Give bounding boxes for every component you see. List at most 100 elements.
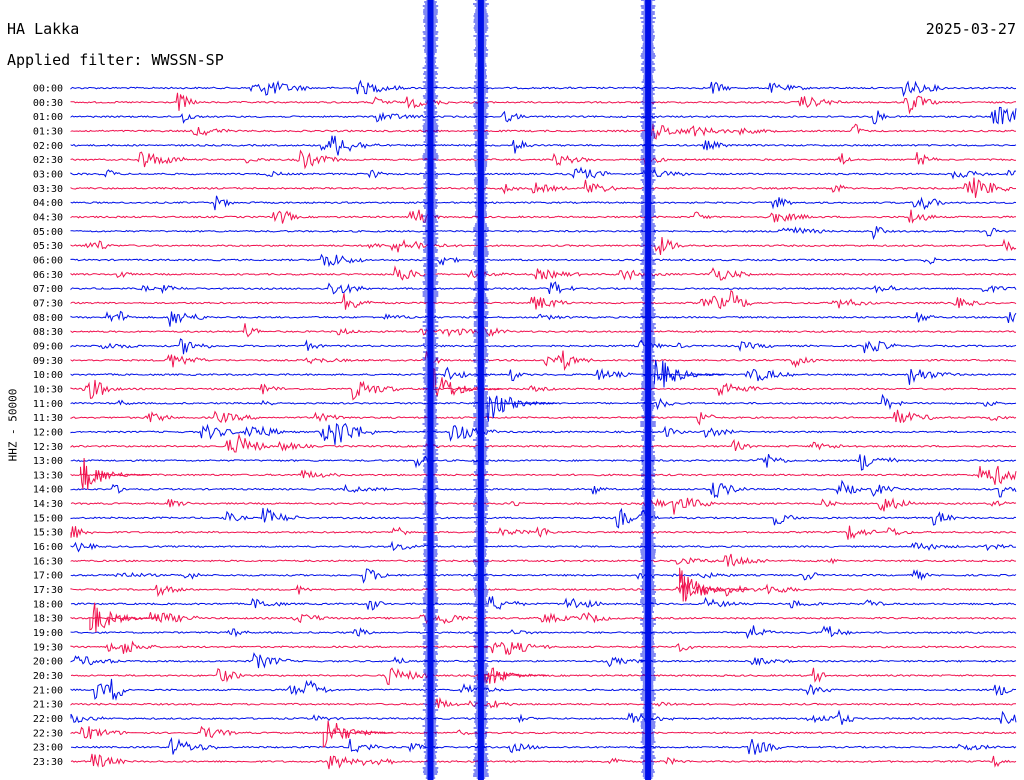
trace-row (70, 135, 1017, 156)
tick-label: 17:00 (33, 571, 63, 582)
filter-label: Applied filter: WWSSN-SP (7, 51, 224, 69)
trace-row (70, 479, 1017, 499)
large-event-edges (640, 0, 656, 779)
trace-row (70, 465, 1017, 485)
trace-row (70, 725, 1017, 739)
trace-row (70, 149, 1017, 170)
tick-label: 12:30 (33, 442, 63, 453)
tick-label: 11:00 (33, 399, 63, 410)
tick-label: 19:00 (33, 628, 63, 639)
trace-row (70, 79, 1017, 98)
tick-label: 05:30 (33, 241, 63, 252)
trace-row (70, 652, 1017, 669)
trace-row (70, 289, 1017, 310)
tick-label: 20:30 (33, 671, 63, 682)
tick-label: 01:30 (33, 126, 63, 137)
trace-row (70, 579, 1017, 598)
trace-row (70, 507, 1017, 529)
trace-row (70, 553, 1016, 567)
trace-row (70, 753, 1017, 770)
date-label: 2025-03-27 (925, 20, 1016, 38)
trace-row (70, 281, 1017, 295)
tick-label: 22:00 (33, 714, 63, 725)
tick-label: 11:30 (33, 413, 63, 424)
trace-row (70, 253, 1017, 268)
event-burst (79, 457, 151, 490)
tick-label: 07:00 (33, 284, 63, 295)
trace-row (70, 177, 1017, 198)
event-group (79, 0, 750, 780)
trace-row (70, 123, 1016, 140)
tick-label: 03:30 (33, 184, 63, 195)
trace-row (71, 737, 1017, 755)
trace-row (70, 92, 1016, 115)
trace-row (70, 323, 1016, 338)
tick-label: 09:30 (33, 356, 63, 367)
tick-label: 10:00 (33, 370, 63, 381)
tick-label: 12:00 (33, 427, 63, 438)
trace-row (70, 393, 1017, 411)
tick-label: 16:00 (33, 542, 63, 553)
trace-row (70, 310, 1017, 327)
event-burst (322, 720, 393, 748)
trace-row (70, 350, 1017, 371)
tick-label-group: 00:00 00:30 01:00 01:30 02:00 02:30 03:00 03:30… (33, 84, 63, 769)
tick-label: 02:00 (33, 141, 63, 152)
tick-label: 14:00 (33, 485, 63, 496)
trace-row (70, 678, 1017, 701)
trace-row (70, 237, 1017, 255)
tick-label: 05:00 (33, 227, 63, 238)
trace-row (70, 166, 1016, 180)
trace-row (70, 709, 1017, 725)
tick-label: 23:00 (33, 743, 63, 754)
trace-row (70, 409, 1017, 426)
tick-label: 08:00 (33, 313, 63, 324)
tick-label: 04:30 (33, 212, 63, 223)
trace-row (70, 226, 1017, 241)
trace-row (70, 540, 1017, 553)
trace-row (70, 265, 1017, 281)
tick-label: 21:30 (33, 700, 63, 711)
tick-label: 16:30 (33, 556, 63, 567)
trace-row (70, 422, 1017, 445)
large-event-edges (473, 0, 489, 779)
tick-label: 06:00 (33, 255, 63, 266)
trace-row (70, 106, 1017, 125)
tick-label: 08:30 (33, 327, 63, 338)
tick-label: 22:30 (33, 728, 63, 739)
station-title: HA Lakka (7, 20, 80, 38)
tick-label: 15:30 (33, 528, 63, 539)
trace-row (70, 195, 1017, 211)
event-burst (486, 395, 557, 422)
tick-label: 06:30 (33, 270, 63, 281)
tick-label: 13:30 (33, 470, 63, 481)
trace-row (70, 696, 1016, 709)
tick-label: 18:00 (33, 599, 63, 610)
trace-row (70, 338, 1017, 355)
tick-label: 19:30 (33, 642, 63, 653)
tick-label: 00:30 (33, 98, 63, 109)
trace-row (70, 568, 1017, 584)
trace-row (70, 596, 1017, 611)
tick-label: 13:00 (33, 456, 63, 467)
trace-row (70, 612, 1017, 625)
tick-label: 23:30 (33, 757, 63, 768)
trace-row (70, 366, 1017, 385)
tick-label: 20:00 (33, 657, 63, 668)
trace-row (70, 525, 1017, 540)
event-burst (89, 602, 160, 633)
trace-row (70, 209, 1016, 224)
large-event-edges (422, 0, 439, 779)
event-burst (433, 368, 504, 397)
tick-label: 10:30 (33, 384, 63, 395)
event-burst (653, 359, 725, 388)
tick-label: 04:00 (33, 198, 63, 209)
trace-row (70, 454, 1017, 471)
tick-label: 00:00 (33, 84, 63, 95)
trace-row (70, 640, 1017, 656)
tick-label: 07:30 (33, 298, 63, 309)
tick-label: 17:30 (33, 585, 63, 596)
trace-row (70, 625, 1017, 640)
tick-label: 14:30 (33, 499, 63, 510)
trace-group (70, 79, 1017, 770)
